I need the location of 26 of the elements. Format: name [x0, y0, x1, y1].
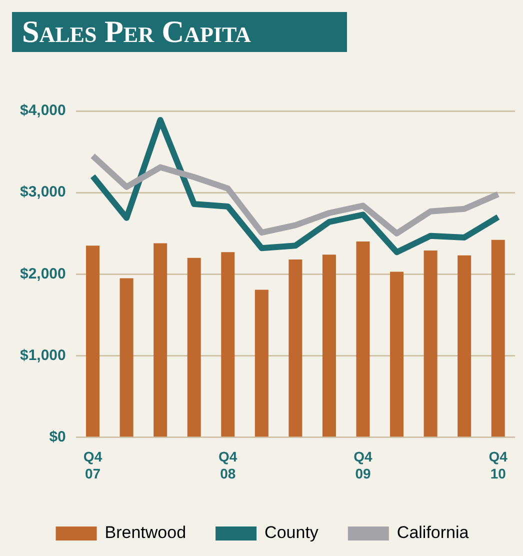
y-tick-label: $0	[49, 428, 66, 446]
bar	[458, 255, 472, 437]
legend-label: County	[264, 523, 319, 542]
bar	[322, 254, 336, 437]
bar	[424, 250, 438, 437]
bar	[86, 246, 100, 437]
x-tick-label: Q4 09	[354, 448, 373, 482]
x-tick-label: Q4 08	[218, 448, 238, 482]
bar	[154, 243, 168, 437]
bar	[288, 260, 302, 437]
bar	[254, 290, 268, 437]
x-tick-label: Q4 10	[488, 448, 508, 482]
legend-label: California	[396, 523, 470, 542]
bar	[120, 278, 134, 437]
y-tick-label: $1,000	[20, 346, 66, 364]
bar	[390, 272, 404, 437]
bar	[356, 242, 370, 437]
bar	[491, 240, 505, 437]
x-tick-label: Q4 07	[83, 448, 102, 482]
y-tick-label: $4,000	[20, 102, 66, 120]
y-tick-label: $3,000	[20, 184, 66, 201]
y-tick-label: $2,000	[20, 265, 66, 282]
bar	[187, 258, 201, 437]
chart-title: Sales Per Capita	[12, 12, 347, 52]
bar	[221, 252, 235, 437]
legend-label: Brentwood	[104, 523, 186, 542]
